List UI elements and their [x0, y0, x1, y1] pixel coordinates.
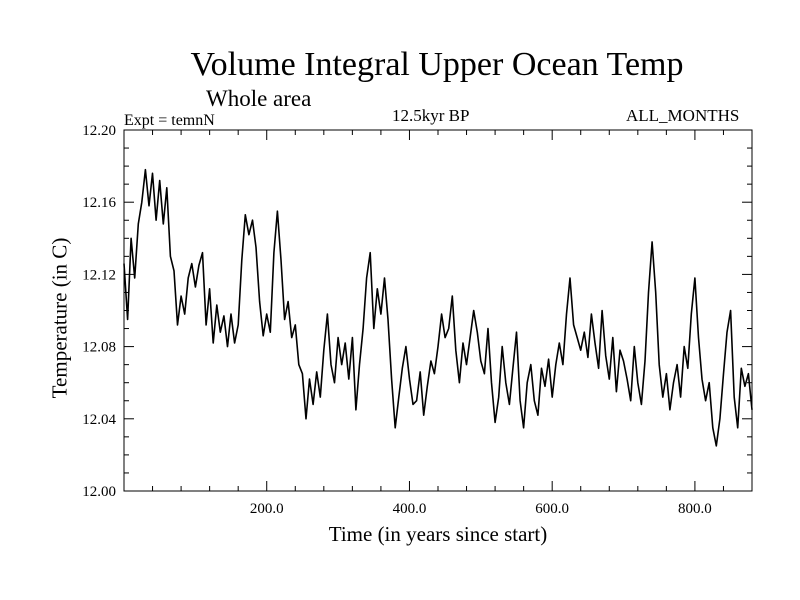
series-line	[123, 168, 753, 447]
x-tick-label: 600.0	[535, 501, 569, 517]
x-tick-label: 800.0	[678, 501, 712, 517]
chart-title: Volume Integral Upper Ocean Temp	[190, 46, 684, 83]
y-tick-label: 12.04	[82, 412, 116, 428]
months-label: ALL_MONTHS	[626, 106, 740, 125]
y-tick-label: 12.00	[82, 484, 116, 500]
period-label: 12.5kyr BP	[392, 106, 470, 125]
chart-subtitle: Whole area	[206, 86, 312, 111]
series-group	[123, 168, 753, 447]
x-tick-label: 200.0	[250, 501, 284, 517]
y-tick-label: 12.08	[82, 340, 116, 356]
axis-ticks: 12.00 12.04 12.08 12.12 12.16 12.20 200.0 400.0…	[82, 123, 752, 517]
x-tick-label: 400.0	[393, 501, 427, 517]
y-tick-label: 12.12	[82, 267, 116, 283]
x-axis-label: Time (in years since start)	[328, 522, 548, 546]
experiment-label: Expt = temnN	[124, 112, 215, 129]
y-tick-label: 12.16	[82, 195, 116, 211]
y-tick-label: 12.20	[82, 123, 116, 139]
